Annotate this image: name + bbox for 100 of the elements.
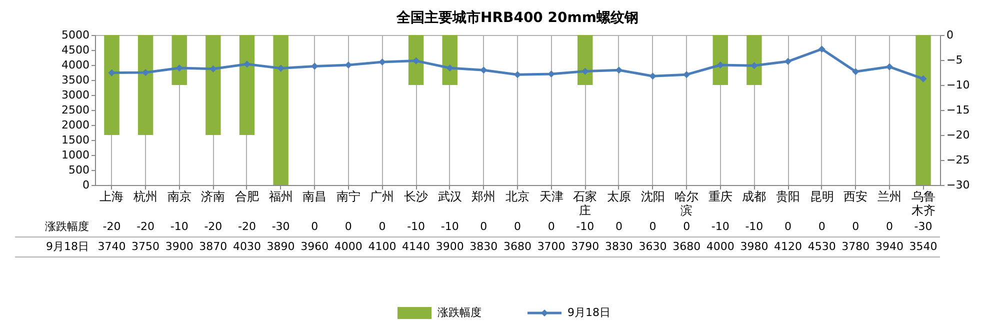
data-label: 3960 (300, 240, 329, 253)
data-label: 3740 (98, 240, 126, 253)
data-label: 4530 (808, 240, 836, 253)
x-tick-label: 广州 (370, 190, 394, 204)
data-label: -10 (576, 220, 594, 233)
point (852, 68, 860, 76)
data-label: -30 (272, 220, 290, 233)
point (683, 71, 690, 78)
point (142, 68, 150, 76)
data-label: 0 (852, 220, 860, 233)
x-tick-label: 重庆 (708, 190, 732, 204)
y-tick-label: 0 (82, 178, 90, 192)
y-tick-label: 2500 (62, 104, 90, 116)
point (210, 65, 217, 72)
x-tick-label: 长沙 (404, 190, 428, 204)
y-tick-label: 5000 (62, 28, 90, 42)
y-tick-label: 4000 (62, 58, 90, 72)
y2-tick-label: 0 (946, 28, 954, 42)
x-tick-label: 贵阳 (776, 190, 800, 204)
data-label: 0 (344, 220, 352, 233)
point (446, 64, 454, 72)
legend-label: 9月18日 (568, 306, 610, 319)
data-label: 3900 (165, 240, 194, 253)
point (750, 62, 758, 70)
data-label: -30 (914, 220, 932, 233)
point (277, 64, 284, 72)
data-label: 4100 (368, 240, 396, 253)
data-label: 3870 (199, 240, 228, 253)
data-label: -10 (440, 220, 459, 233)
x-tick-label: 福州 (268, 190, 293, 204)
y-tick-label: 1500 (62, 134, 90, 146)
data-label: 3940 (875, 240, 904, 253)
data-label: -10 (711, 220, 730, 233)
point (480, 66, 488, 74)
y2-tick-label: −20 (946, 128, 970, 142)
y2-tick-label: −10 (946, 78, 970, 92)
data-label: 3830 (604, 240, 633, 253)
point (784, 58, 792, 65)
y2-tick-label: −5 (946, 54, 963, 66)
data-label: 0 (480, 220, 488, 233)
data-label: 0 (818, 220, 826, 233)
data-label: 3900 (436, 240, 464, 253)
data-label: 0 (784, 220, 792, 233)
y2-tick-label: −30 (946, 178, 970, 192)
data-label: -20 (102, 220, 121, 233)
x-tick-label: 合肥 (234, 190, 259, 204)
x-tick-label: 南京 (167, 190, 192, 204)
point (818, 46, 826, 53)
data-label: 0 (311, 220, 318, 233)
x-tick-label: 沈阳 (640, 190, 665, 204)
point (886, 63, 893, 70)
y-tick-label: 1000 (62, 148, 90, 162)
y-tick-label: 3000 (62, 88, 90, 102)
data-label: -20 (136, 220, 155, 233)
text: 涨跌幅度 (45, 220, 89, 233)
data-label: 3630 (638, 240, 667, 253)
point (548, 70, 555, 78)
point (176, 64, 183, 72)
x-tick-label: 乌鲁木齐 (911, 190, 936, 218)
data-label: -10 (407, 220, 426, 233)
data-label: 4140 (402, 240, 430, 253)
text: 9月18日 (46, 240, 89, 253)
legend-label: 涨跌幅度 (438, 306, 482, 319)
x-tick-label: 天津 (539, 190, 564, 204)
x-tick-label: 郑州 (472, 190, 496, 204)
point (378, 58, 386, 66)
y2-tick-label: −15 (946, 104, 970, 116)
x-tick-label: 济南 (201, 190, 226, 204)
point (412, 57, 420, 64)
x-tick-label: 武汉 (438, 190, 462, 204)
point (311, 62, 318, 70)
data-label: -20 (238, 220, 256, 233)
data-label: 4000 (706, 240, 734, 253)
data-label: 3700 (537, 240, 566, 253)
x-tick-label: 西安 (844, 190, 868, 204)
data-label: 0 (649, 220, 656, 233)
data-label: 3790 (571, 240, 600, 253)
x-tick-label: 太原 (606, 190, 631, 204)
data-label: 3980 (740, 240, 768, 253)
data-label: 3680 (672, 240, 701, 253)
data-label: 0 (683, 220, 690, 233)
x-tick-label: 北京 (506, 190, 530, 204)
x-tick-label: 南宁 (336, 190, 360, 204)
point (243, 60, 251, 68)
data-label: 0 (514, 220, 521, 233)
data-label: -20 (204, 220, 222, 233)
data-label: 4030 (232, 240, 261, 253)
x-tick-label: 上海 (100, 190, 124, 204)
data-label: 0 (615, 220, 622, 233)
data-label: 4120 (774, 240, 802, 253)
x-tick-label: 哈尔滨 (674, 190, 699, 218)
x-tick-label: 石家庄 (573, 190, 598, 218)
x-tick-label: 杭州 (132, 190, 158, 204)
data-label: 3890 (266, 240, 295, 253)
x-tick-label: 南昌 (302, 190, 327, 204)
y-tick-label: 500 (68, 164, 90, 176)
chart-title: 全国主要城市HRB400 20mm螺纹钢 (396, 9, 638, 26)
x-tick-label: 兰州 (877, 190, 902, 204)
data-label: 3680 (504, 240, 532, 253)
y-tick-label: 3500 (62, 74, 90, 86)
